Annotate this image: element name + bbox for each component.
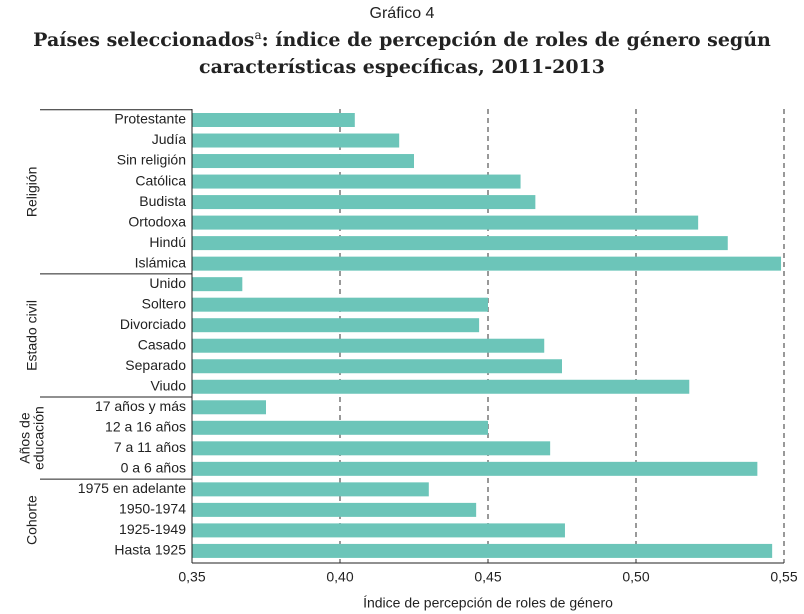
bar xyxy=(192,133,400,148)
y-tick-label: Islámica xyxy=(135,254,187,270)
title-main: Países seleccionados xyxy=(33,29,254,51)
y-tick-label: Soltero xyxy=(142,295,187,311)
bar xyxy=(192,523,565,538)
bar xyxy=(192,359,562,374)
bar xyxy=(192,543,773,558)
bar xyxy=(192,174,521,189)
bar xyxy=(192,195,536,210)
chart-title: Países seleccionadosa: índice de percepc… xyxy=(33,28,771,52)
y-tick-label: 0 a 6 años xyxy=(121,460,186,476)
y-tick-label: Sin religión xyxy=(117,152,186,168)
bar xyxy=(192,236,728,251)
y-tick-label: 17 años y más xyxy=(95,398,186,414)
y-tick-label: 1925-1949 xyxy=(119,521,186,537)
group-label: Estado civil xyxy=(24,300,40,371)
bar xyxy=(192,502,477,517)
y-tick-label: Hindú xyxy=(149,234,186,250)
bar xyxy=(192,420,488,435)
bar xyxy=(192,113,355,127)
y-tick-label: Ortodoxa xyxy=(128,213,186,229)
y-tick-label: Católica xyxy=(135,172,186,188)
bar xyxy=(192,441,551,456)
y-tick-label: Separado xyxy=(125,357,186,373)
bar xyxy=(192,154,414,169)
y-tick-label: 1950-1974 xyxy=(119,501,186,517)
y-tick-label: Hasta 1925 xyxy=(114,542,186,558)
bar xyxy=(192,318,480,333)
x-tick-label: 0,55 xyxy=(770,569,797,585)
x-tick-label: 0,35 xyxy=(178,569,205,585)
y-tick-label: Casado xyxy=(138,336,186,352)
x-tick-label: 0,40 xyxy=(326,569,353,585)
group-label: Años de xyxy=(17,412,33,464)
bar xyxy=(192,338,545,353)
y-tick-label: 1975 en adelante xyxy=(78,480,186,496)
bar xyxy=(192,400,266,415)
x-axis-label: Índice de percepción de roles de género xyxy=(363,595,613,611)
bar xyxy=(192,379,690,394)
bar xyxy=(192,297,488,312)
bar xyxy=(192,461,758,476)
x-tick-label: 0,50 xyxy=(622,569,649,585)
bar xyxy=(192,277,243,292)
group-label: Religión xyxy=(24,167,40,218)
y-tick-label: Unido xyxy=(149,275,186,291)
y-tick-label: Budista xyxy=(139,193,186,209)
bar xyxy=(192,256,782,271)
y-tick-label: Divorciado xyxy=(120,316,186,332)
y-tick-label: Viudo xyxy=(150,377,186,393)
chart-label: Gráfico 4 xyxy=(370,5,435,22)
y-tick-label: Judía xyxy=(152,131,186,147)
title-superscript: a xyxy=(254,28,261,42)
y-tick-label: 7 a 11 años xyxy=(114,439,186,455)
bar xyxy=(192,482,429,497)
group-label: educación xyxy=(31,406,47,470)
y-tick-label: Protestante xyxy=(114,111,186,127)
chart-title: características específicas, 2011-2013 xyxy=(199,56,605,78)
title-rest: : índice de percepción de roles de géner… xyxy=(262,29,771,51)
y-tick-label: 12 a 16 años xyxy=(105,419,186,435)
bar xyxy=(192,215,699,230)
x-tick-label: 0,45 xyxy=(474,569,501,585)
group-label: Cohorte xyxy=(24,495,40,545)
